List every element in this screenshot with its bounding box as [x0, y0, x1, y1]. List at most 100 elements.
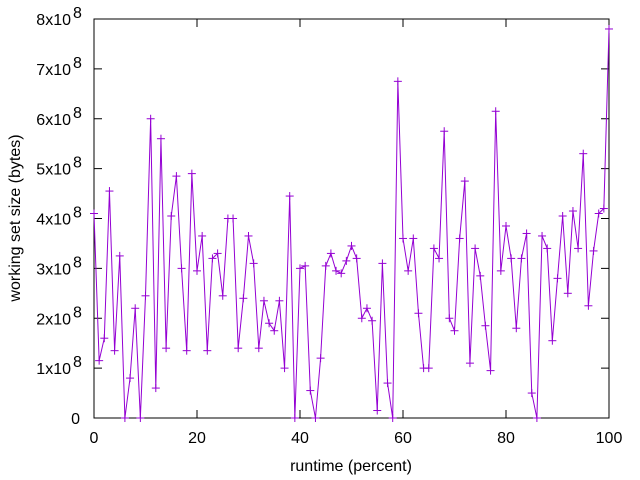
data-point [496, 266, 505, 275]
x-axis-label: runtime (percent) [290, 458, 412, 475]
data-point [244, 231, 253, 240]
data-point [481, 321, 490, 330]
data-point [296, 264, 304, 273]
data-point [574, 244, 583, 253]
y-tick-exponent: 8 [73, 354, 82, 371]
data-point [332, 266, 341, 275]
data-point [301, 261, 310, 270]
y-tick-label: 0 [71, 411, 80, 428]
data-point [594, 209, 603, 218]
data-point [120, 414, 129, 422]
y-tick-label: 7x10 [36, 62, 71, 79]
data-point [522, 229, 531, 238]
data-point [424, 364, 433, 373]
data-point [306, 386, 315, 395]
y-tick-exponent: 8 [73, 304, 82, 321]
data-point [383, 379, 392, 388]
y-tick-exponent: 8 [73, 155, 82, 172]
data-point [399, 234, 407, 243]
data-point [239, 294, 248, 303]
y-tick-exponent: 8 [73, 105, 82, 122]
data-point [136, 414, 145, 422]
y-tick-label: 8x10 [36, 12, 71, 29]
data-point [393, 77, 402, 86]
data-point [491, 107, 500, 116]
data-point [543, 244, 552, 253]
data-point [568, 207, 577, 216]
data-point [213, 249, 222, 258]
data-point [316, 354, 325, 363]
data-point [126, 374, 135, 383]
data-point [249, 259, 258, 268]
x-axis: 0 20 40 60 80 100 [90, 19, 623, 447]
y-tick-label: 5x10 [36, 162, 71, 179]
series-line [93, 28, 610, 419]
y-tick-label: 2x10 [36, 311, 71, 328]
data-point [105, 187, 114, 196]
data-point [527, 389, 536, 398]
data-point [471, 244, 480, 253]
y-tick-exponent: 8 [73, 55, 82, 72]
data-point [275, 296, 284, 305]
data-point [321, 261, 330, 270]
data-point [460, 177, 469, 186]
data-point [563, 289, 572, 298]
y-tick-label: 4x10 [36, 212, 71, 229]
data-point [373, 406, 382, 415]
data-point [429, 244, 438, 253]
data-point [198, 231, 207, 240]
data-point [465, 359, 474, 368]
x-tick-label: 60 [394, 430, 412, 447]
data-point [409, 234, 418, 243]
data-point [455, 234, 464, 243]
data-point [476, 271, 485, 280]
data-point [110, 346, 119, 355]
y-tick-exponent: 8 [73, 5, 82, 22]
data-point [90, 209, 98, 218]
data-point [259, 296, 268, 305]
data-point [218, 291, 227, 300]
data-point [589, 246, 598, 255]
data-point [352, 254, 361, 263]
data-point [265, 319, 274, 328]
data-point [141, 291, 150, 300]
data-point [326, 249, 335, 258]
data-point [584, 301, 593, 310]
data-point [558, 212, 567, 221]
data-point [517, 254, 526, 263]
x-tick-label: 0 [90, 430, 99, 447]
data-point [290, 414, 299, 422]
data-point [502, 221, 510, 230]
data-point [579, 149, 588, 158]
data-point [378, 259, 387, 268]
y-tick-exponent: 8 [73, 205, 82, 222]
data-point [532, 414, 541, 422]
data-point [254, 344, 263, 353]
y-tick-exponent: 8 [73, 254, 82, 271]
data-point [203, 346, 212, 355]
data-point [435, 254, 444, 263]
y-tick-label: 1x10 [36, 361, 71, 378]
data-point [337, 269, 346, 278]
data-point [208, 254, 217, 263]
data-point [100, 334, 109, 343]
data-point [507, 254, 516, 263]
y-tick-label: 6x10 [36, 112, 71, 129]
data-point [167, 212, 176, 221]
data-point [388, 414, 397, 422]
data-point [115, 251, 124, 260]
x-tick-label: 100 [596, 430, 623, 447]
data-point [445, 314, 454, 323]
x-tick-label: 80 [497, 430, 515, 447]
y-tick-label: 3x10 [36, 261, 71, 278]
data-point [362, 304, 371, 313]
data-point [538, 231, 547, 240]
data-point [162, 344, 171, 353]
data-point [512, 324, 521, 333]
data-point [146, 114, 155, 123]
data-point [368, 316, 377, 325]
y-axis-label: working set size (bytes) [7, 134, 24, 302]
data-point [357, 314, 366, 323]
